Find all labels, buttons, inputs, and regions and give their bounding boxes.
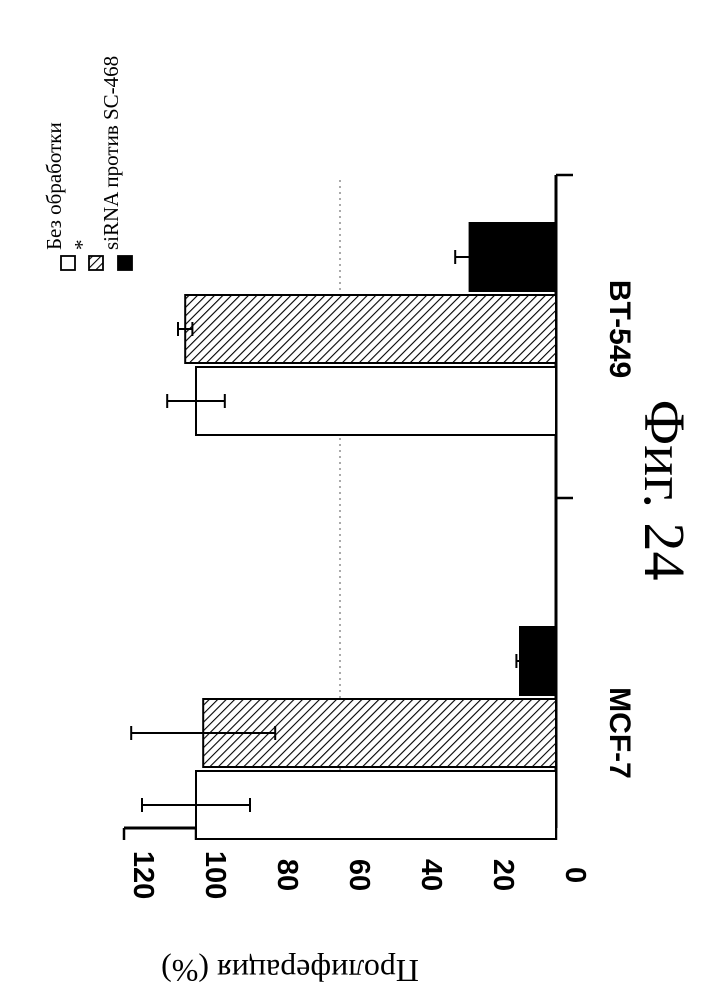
value-tick-label: 100	[199, 851, 231, 899]
value-tick-label: 40	[415, 859, 447, 891]
legend-label: siRNA против SC-468	[99, 56, 123, 250]
category-label: MCF-7	[603, 687, 636, 779]
legend-swatch	[118, 256, 132, 270]
value-tick-label: 60	[343, 859, 375, 891]
value-tick-label: 80	[271, 859, 303, 891]
figure-caption: Фиг. 24	[632, 399, 697, 580]
value-tick-label: 0	[559, 867, 591, 883]
y-axis-label: Пролиферация (%)	[161, 953, 419, 989]
category-label: BT-549	[603, 280, 636, 378]
legend-swatch	[61, 256, 75, 270]
value-tick-label: 20	[487, 859, 519, 891]
bar	[196, 367, 556, 435]
value-tick-label: 120	[127, 851, 159, 899]
legend-label: *	[70, 240, 94, 251]
legend-label: Без обработки	[42, 122, 66, 250]
bar	[185, 295, 556, 363]
legend-swatch	[89, 256, 103, 270]
bar	[520, 627, 556, 695]
